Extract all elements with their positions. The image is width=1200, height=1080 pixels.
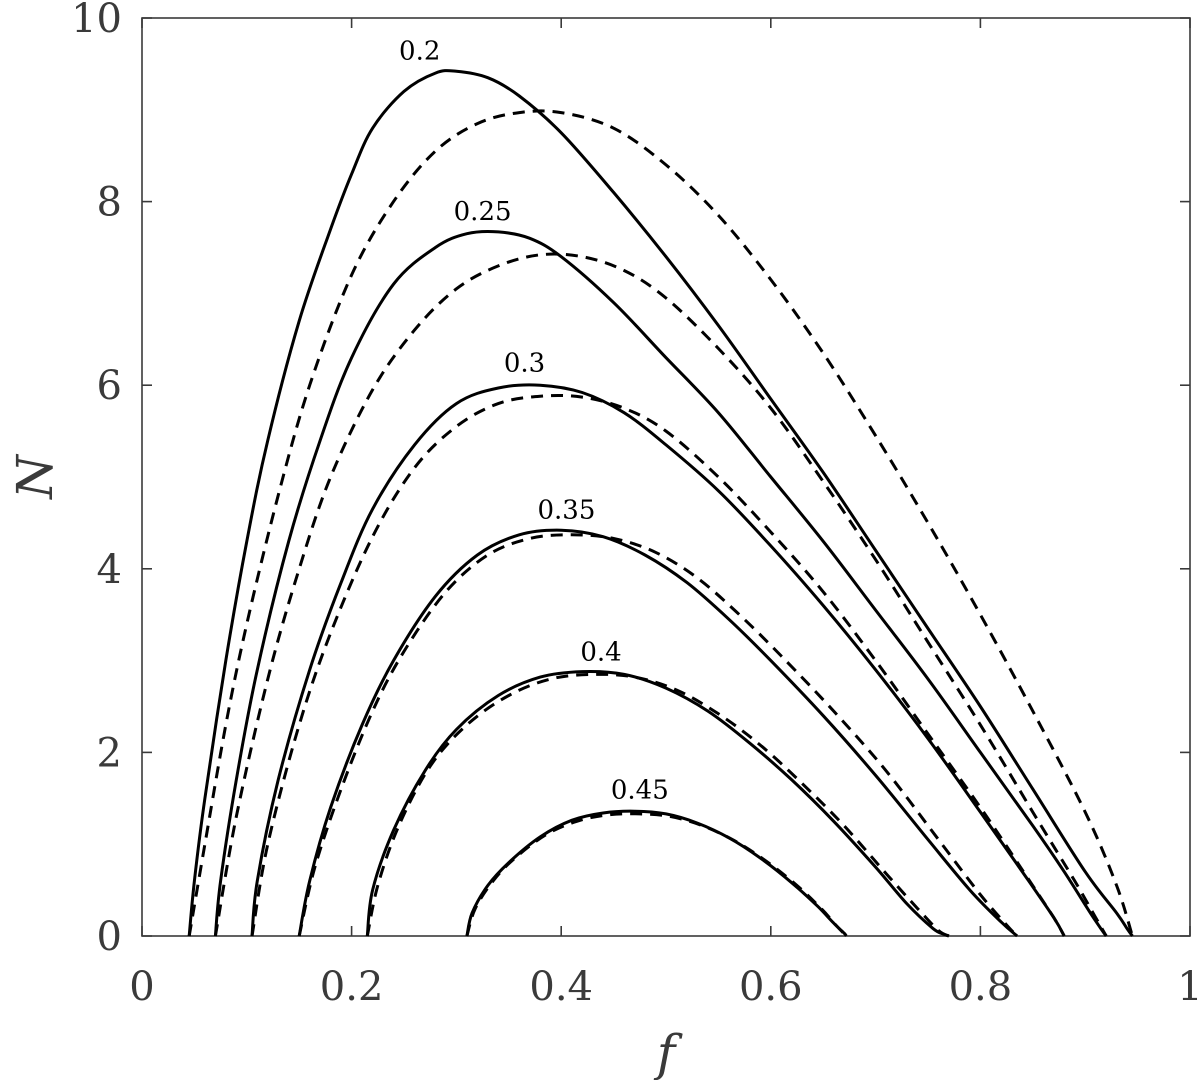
y-axis-title: N [6, 453, 64, 500]
curve-label: 0.25 [454, 197, 512, 227]
y-tick-label: 4 [97, 547, 122, 593]
series-0_45-dashed-line [465, 812, 848, 938]
series-0_4-solid-line [365, 669, 950, 938]
series-0_25-solid-line [213, 229, 1108, 937]
x-tick-label: 1 [1177, 964, 1200, 1010]
y-tick-label: 6 [97, 363, 122, 409]
curve-labels-layer: 0.2 0.25 0.3 0.35 0.4 0.45 [399, 36, 669, 805]
series-0_2-dashed-line [187, 109, 1134, 937]
series-0_25-dashed-line [213, 252, 1108, 937]
series-0_3-solid-line [250, 383, 1066, 937]
series-0_3-dashed-line [250, 393, 1066, 937]
x-axis-title: f [653, 1024, 683, 1080]
series-0_35-solid-line [297, 528, 1019, 938]
curve-label: 0.4 [580, 638, 621, 668]
series-0_4-dashed-line [365, 672, 950, 938]
curve-label: 0.35 [537, 495, 595, 525]
x-tick-label: 0.6 [739, 964, 803, 1010]
y-tick-label: 0 [97, 914, 122, 960]
curve-label: 0.3 [504, 348, 545, 378]
curve-label: 0.2 [399, 36, 440, 66]
x-tick-label: 0.4 [529, 964, 593, 1010]
curve-label: 0.45 [611, 775, 669, 805]
curves-layer [187, 69, 1134, 938]
y-tick-label: 2 [97, 730, 122, 776]
x-tick-label: 0 [129, 964, 154, 1010]
y-tick-label: 8 [97, 180, 122, 226]
series-0_2-solid-line [187, 69, 1134, 937]
y-tick-label: 10 [71, 0, 122, 42]
x-tick-label: 0.8 [949, 964, 1013, 1010]
x-tick-label: 0.2 [320, 964, 384, 1010]
